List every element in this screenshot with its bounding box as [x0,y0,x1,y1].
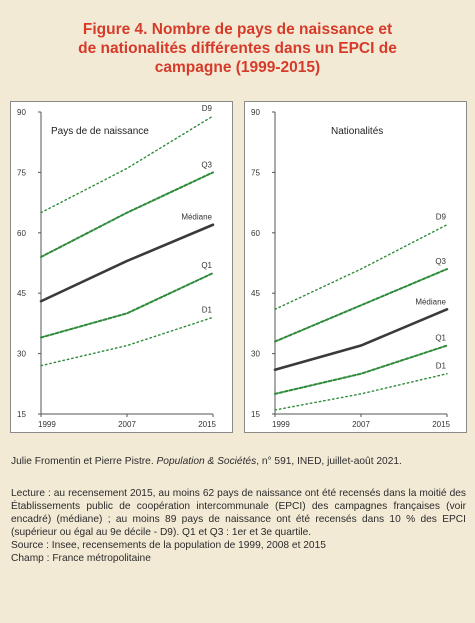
series-label-q3: Q3 [435,257,446,266]
x-tick-label: 2007 [118,420,136,429]
y-tick-label: 15 [17,410,26,419]
y-tick-label: 45 [17,289,26,298]
panel-title: Pays de de naissance [51,126,149,137]
title-line-2: de nationalités différentes dans un EPCI… [78,40,397,57]
chart-panel-nationalities: 15 30 45 60 75 90 1999 2007 2015 Nationalités D9 Q3… [244,101,467,433]
figure-notes: Lecture : au recensement 2015, au moins … [11,487,466,565]
x-tick-label: 2015 [198,420,216,429]
y-tick-label: 60 [17,229,26,238]
note-source: Source : Insee, recensements de la popul… [11,540,326,551]
series-label-q1: Q1 [435,334,446,343]
series-label-d1: D1 [202,305,213,314]
figure-title: Figure 4. Nombre de pays de naissance et… [10,20,465,77]
x-tick-label: 1999 [38,420,56,429]
series-label-q1: Q1 [201,261,212,270]
series-line-q3 [274,268,448,343]
note-scope: Champ : France métropolitaine [11,553,151,564]
series-line-q3 [40,171,214,258]
series-label-mediane: Médiane [415,297,446,306]
series-label-mediane: Médiane [181,213,212,222]
title-line-1: Figure 4. Nombre de pays de naissance et [82,21,393,38]
x-tick-label: 2015 [432,420,450,429]
y-tick-label: 60 [251,229,260,238]
chart-panel-birth-countries: 15 30 45 60 75 90 1999 2007 2015 Pays de de naiss… [10,101,233,433]
series-label-q3: Q3 [201,160,212,169]
series-line-d9 [274,224,448,311]
y-tick-label: 90 [17,108,26,117]
series-label-d1: D1 [436,362,447,371]
y-tick-label: 30 [17,350,26,359]
x-tick-label: 2007 [352,420,370,429]
x-tick-label: 1999 [272,420,290,429]
series-line-mediane [39,223,215,303]
y-tick-label: 75 [17,168,26,177]
note-reading: Lecture : au recensement 2015, au moins … [11,488,466,538]
series-line-d9 [40,115,214,214]
y-tick-label: 45 [251,289,260,298]
y-tick-label: 15 [251,410,260,419]
chart-birth-countries: 15 30 45 60 75 90 1999 2007 2015 Pays de de naiss… [17,104,217,429]
series-line-q1 [274,344,448,395]
series-label-d9: D9 [202,104,213,113]
series-line-q1 [40,272,214,339]
y-tick-label: 75 [251,168,260,177]
panel-title: Nationalités [331,126,383,137]
source-citation: Julie Fromentin et Pierre Pistre. Popula… [11,455,466,468]
citation-journal: Population & Sociétés [156,456,257,467]
series-line-d1 [274,373,448,411]
y-tick-label: 30 [251,350,260,359]
series-line-d1 [40,316,214,367]
chart-nationalities: 15 30 45 60 75 90 1999 2007 2015 Nationalités D9 Q3… [251,108,451,429]
title-line-3: campagne (1999-2015) [154,59,321,76]
series-line-mediane [273,308,449,372]
y-tick-label: 90 [251,108,260,117]
citation-authors: Julie Fromentin et Pierre Pistre. [11,456,157,467]
series-label-d9: D9 [436,213,447,222]
citation-details: , n° 591, INED, juillet-août 2021. [256,456,402,467]
